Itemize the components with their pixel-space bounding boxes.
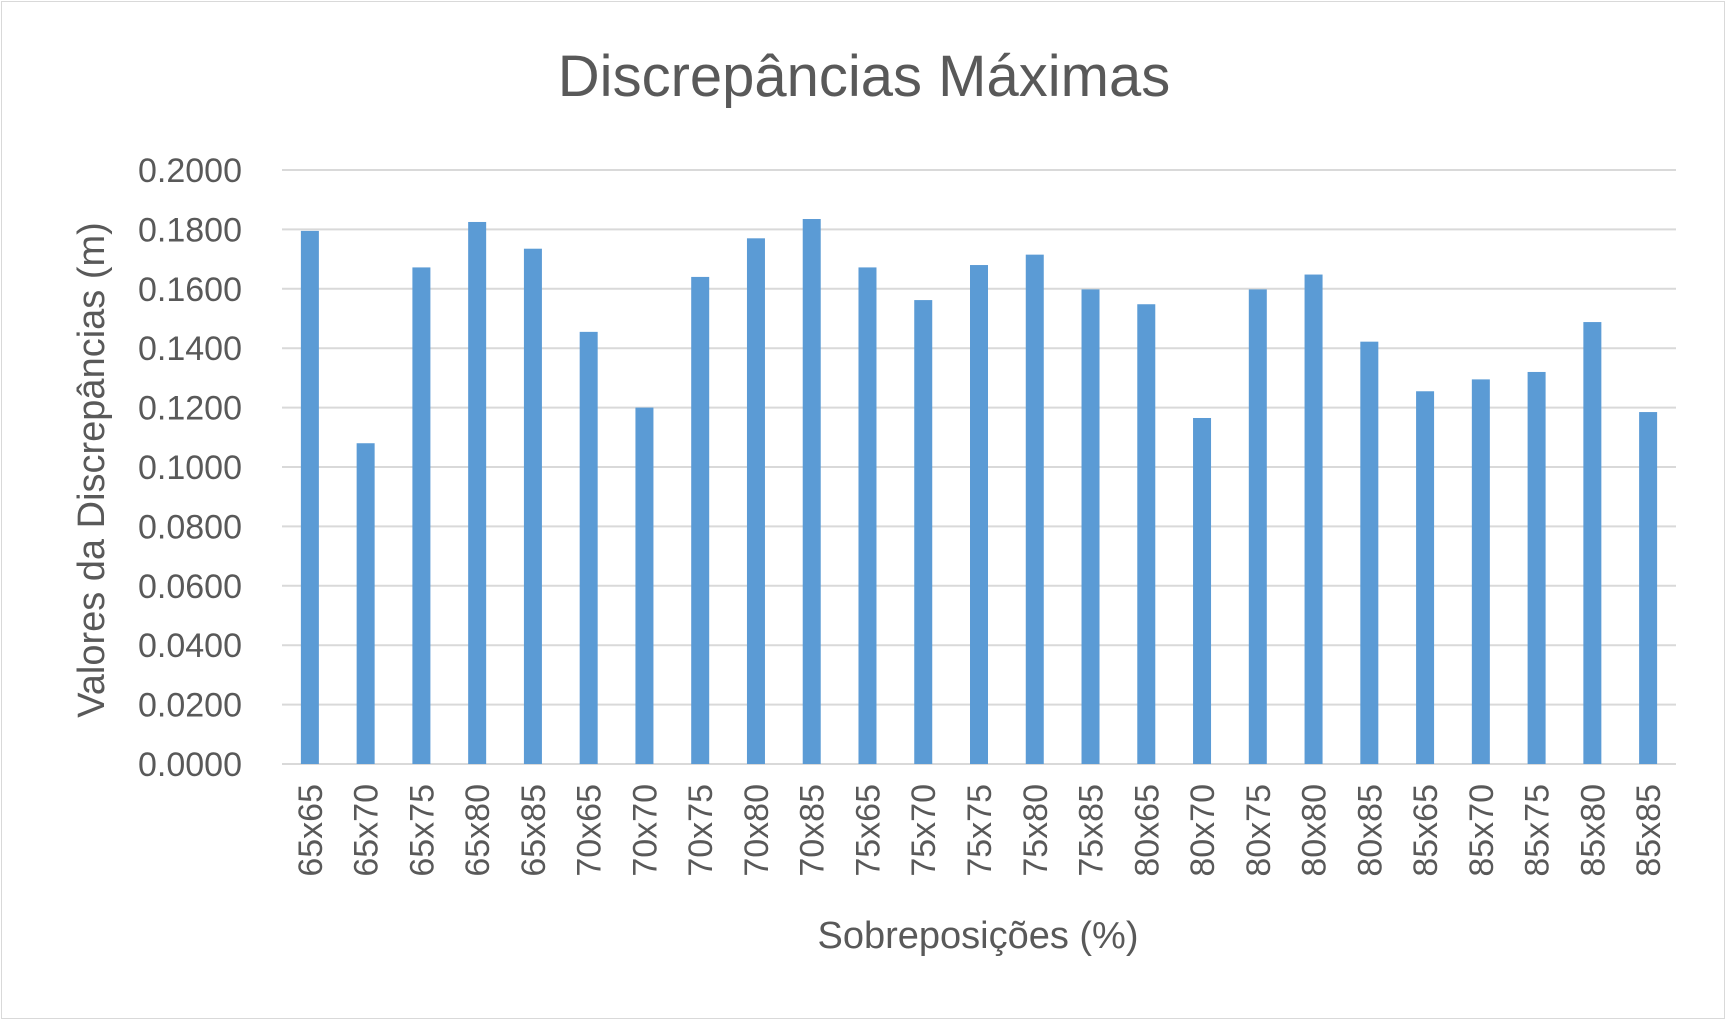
- bars: [300, 219, 1658, 765]
- x-tick-label: 80x80: [1296, 784, 1334, 877]
- x-tick-label: 65x85: [515, 784, 553, 877]
- bar-70x70: [635, 407, 654, 764]
- x-tick-label: 85x75: [1519, 784, 1557, 877]
- bar-70x75: [691, 276, 710, 764]
- x-tick-label: 75x80: [1017, 784, 1055, 877]
- x-tick-label: 65x70: [348, 784, 386, 877]
- x-tick-label: 75x65: [849, 784, 887, 877]
- x-tick-label: 85x65: [1407, 784, 1445, 877]
- bar-70x65: [579, 331, 598, 764]
- bar-75x80: [1025, 254, 1044, 764]
- x-tick-label: 65x65: [292, 784, 330, 877]
- bar-75x85: [1081, 289, 1100, 764]
- y-tick-label: 0.0600: [138, 568, 242, 606]
- x-tick-label: 65x75: [403, 784, 441, 877]
- x-tick-label: 70x65: [571, 784, 609, 877]
- bar-70x85: [802, 219, 821, 764]
- x-tick-label: 85x85: [1630, 784, 1668, 877]
- x-tick-label: 70x70: [626, 784, 664, 877]
- y-axis-label: Valores da Discrepâncias (m): [71, 222, 113, 718]
- x-tick-label: 85x80: [1574, 784, 1612, 877]
- y-tick-label: 0.0000: [138, 746, 242, 784]
- bar-65x75: [412, 267, 431, 764]
- y-tick-label: 0.0400: [138, 627, 242, 665]
- bar-75x65: [858, 267, 877, 764]
- bar-80x80: [1304, 274, 1323, 764]
- x-tick-labels: 65x65 65x70 65x75 65x80 65x85 70x65 70x70 70x75…: [292, 784, 1668, 877]
- bar-65x70: [356, 443, 375, 764]
- y-tick-label: 0.0800: [138, 508, 242, 546]
- bar-80x75: [1248, 289, 1267, 764]
- bar-65x85: [523, 248, 542, 764]
- chart-title: Discrepâncias Máximas: [558, 44, 1170, 109]
- bar-85x75: [1527, 371, 1546, 764]
- x-tick-label: 75x70: [905, 784, 943, 877]
- x-tick-label: 65x80: [459, 784, 497, 877]
- y-tick-label: 0.1600: [138, 271, 242, 309]
- x-tick-label: 70x80: [738, 784, 776, 877]
- x-axis-label: Sobreposições (%): [817, 915, 1138, 957]
- x-tick-label: 75x75: [961, 784, 999, 877]
- bar-65x80: [468, 221, 487, 765]
- y-tick-label: 0.1200: [138, 390, 242, 428]
- y-tick-label: 0.1400: [138, 330, 242, 368]
- bar-75x70: [914, 300, 933, 764]
- bar-85x65: [1416, 391, 1435, 764]
- x-tick-label: 80x75: [1240, 784, 1278, 877]
- x-tick-label: 85x70: [1463, 784, 1501, 877]
- x-tick-label: 70x75: [682, 784, 720, 877]
- y-tick-label: 0.1000: [138, 449, 242, 487]
- bar-70x80: [746, 238, 765, 764]
- bar-75x75: [970, 265, 988, 764]
- x-tick-label: 80x65: [1128, 784, 1166, 877]
- bar-80x85: [1360, 341, 1379, 764]
- x-tick-label: 80x85: [1351, 784, 1389, 877]
- x-tick-label: 80x70: [1184, 784, 1222, 877]
- bar-80x65: [1137, 304, 1156, 764]
- bar-85x85: [1639, 412, 1658, 764]
- bar-65x65: [300, 230, 319, 764]
- x-tick-label: 70x85: [794, 784, 832, 877]
- bar-80x70: [1193, 417, 1212, 764]
- bar-85x70: [1471, 379, 1490, 764]
- y-tick-label: 0.0200: [138, 687, 242, 725]
- y-tick-labels: 0.0000 0.0200 0.0400 0.0600 0.0800 0.1000 0.12…: [138, 152, 242, 784]
- x-tick-label: 75x85: [1073, 784, 1111, 877]
- bar-85x80: [1583, 322, 1602, 764]
- y-tick-label: 0.2000: [138, 152, 242, 190]
- y-tick-label: 0.1800: [138, 211, 242, 249]
